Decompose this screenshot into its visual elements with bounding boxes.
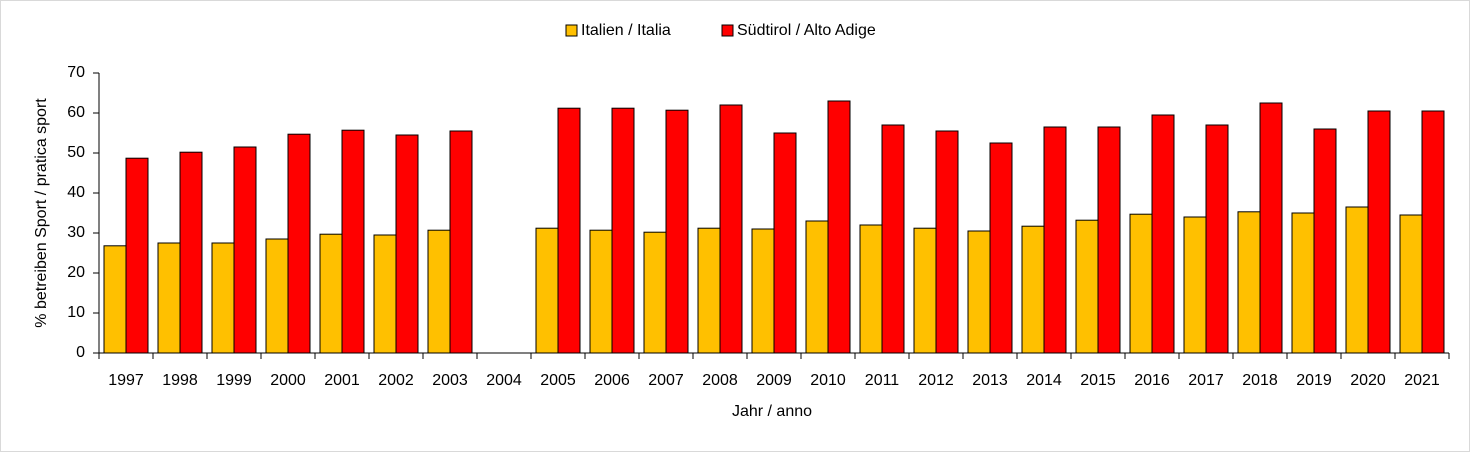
bar xyxy=(1421,110,1445,354)
legend-swatch xyxy=(565,24,578,37)
bar xyxy=(1151,114,1175,354)
x-tick-label: 2018 xyxy=(1242,372,1278,389)
x-axis-label: Jahr / anno xyxy=(732,403,812,420)
legend-swatch xyxy=(721,24,734,37)
y-axis-label: % betreiben Sport / pratica sport xyxy=(33,98,50,328)
bar xyxy=(1259,102,1283,354)
x-tick-label: 2011 xyxy=(865,372,900,389)
bar xyxy=(449,130,473,354)
bar xyxy=(805,220,829,354)
x-tick-label: 2014 xyxy=(1026,372,1062,389)
x-tick-label: 2003 xyxy=(432,372,468,389)
bar xyxy=(125,157,149,354)
bar xyxy=(1291,212,1315,354)
x-tick-label: 2021 xyxy=(1404,372,1440,389)
bar xyxy=(557,107,581,354)
bar xyxy=(827,100,851,354)
bar xyxy=(287,133,311,354)
y-tick-label: 20 xyxy=(67,264,85,281)
bar xyxy=(935,130,959,354)
bar xyxy=(1183,216,1207,354)
bar xyxy=(157,242,181,354)
bar xyxy=(1367,110,1391,354)
x-tick-label: 2001 xyxy=(324,372,360,389)
bar xyxy=(341,129,365,354)
x-tick-label: 2010 xyxy=(810,372,846,389)
bar xyxy=(395,134,419,354)
x-tick-label: 2016 xyxy=(1134,372,1170,389)
y-tick-label: 70 xyxy=(67,64,85,81)
bar xyxy=(697,227,721,354)
y-tick-label: 50 xyxy=(67,144,85,161)
x-tick-label: 2005 xyxy=(540,372,576,389)
legend-label: Italien / Italia xyxy=(581,22,671,39)
bar xyxy=(665,109,689,354)
bar xyxy=(1043,126,1067,354)
y-tick-label: 60 xyxy=(67,104,85,121)
y-tick-label: 40 xyxy=(67,184,85,201)
bar xyxy=(1097,126,1121,354)
bar xyxy=(373,234,397,354)
x-tick-label: 1997 xyxy=(108,372,144,389)
x-tick-label: 2008 xyxy=(702,372,738,389)
bar xyxy=(211,242,235,354)
y-tick-label: 30 xyxy=(67,224,85,241)
bar xyxy=(967,230,991,354)
x-tick-label: 2013 xyxy=(972,372,1008,389)
x-tick-label: 2020 xyxy=(1350,372,1386,389)
bar xyxy=(1129,213,1153,354)
bar xyxy=(859,224,883,354)
bar xyxy=(1237,211,1261,354)
bar xyxy=(751,228,775,354)
bar xyxy=(611,107,635,354)
x-tick-label: 2002 xyxy=(378,372,414,389)
x-tick-label: 1999 xyxy=(216,372,252,389)
x-tick-label: 2017 xyxy=(1188,372,1224,389)
bar xyxy=(773,132,797,354)
bar xyxy=(103,245,127,354)
bar xyxy=(1075,219,1099,354)
bar xyxy=(265,238,289,354)
bar xyxy=(589,229,613,354)
bar xyxy=(233,146,257,354)
bar xyxy=(881,124,905,354)
bar xyxy=(319,233,343,354)
y-tick-label: 0 xyxy=(76,344,85,361)
bar xyxy=(1021,225,1045,354)
bar xyxy=(1399,214,1423,354)
bar xyxy=(989,142,1013,354)
bar xyxy=(1313,128,1337,354)
bar xyxy=(535,227,559,354)
x-tick-label: 1998 xyxy=(162,372,198,389)
x-tick-label: 2007 xyxy=(648,372,684,389)
bar xyxy=(179,151,203,354)
bar xyxy=(427,229,451,354)
bar xyxy=(913,227,937,354)
y-tick-label: 10 xyxy=(67,304,85,321)
bar xyxy=(1345,206,1369,354)
bar xyxy=(719,104,743,354)
x-tick-label: 2019 xyxy=(1296,372,1332,389)
x-tick-label: 2006 xyxy=(594,372,630,389)
bar xyxy=(643,231,667,354)
x-tick-label: 2012 xyxy=(918,372,954,389)
x-tick-label: 2004 xyxy=(486,372,522,389)
x-tick-label: 2000 xyxy=(270,372,306,389)
legend-label: Südtirol / Alto Adige xyxy=(737,22,876,39)
bar xyxy=(1205,124,1229,354)
x-tick-label: 2009 xyxy=(756,372,792,389)
x-tick-label: 2015 xyxy=(1080,372,1116,389)
